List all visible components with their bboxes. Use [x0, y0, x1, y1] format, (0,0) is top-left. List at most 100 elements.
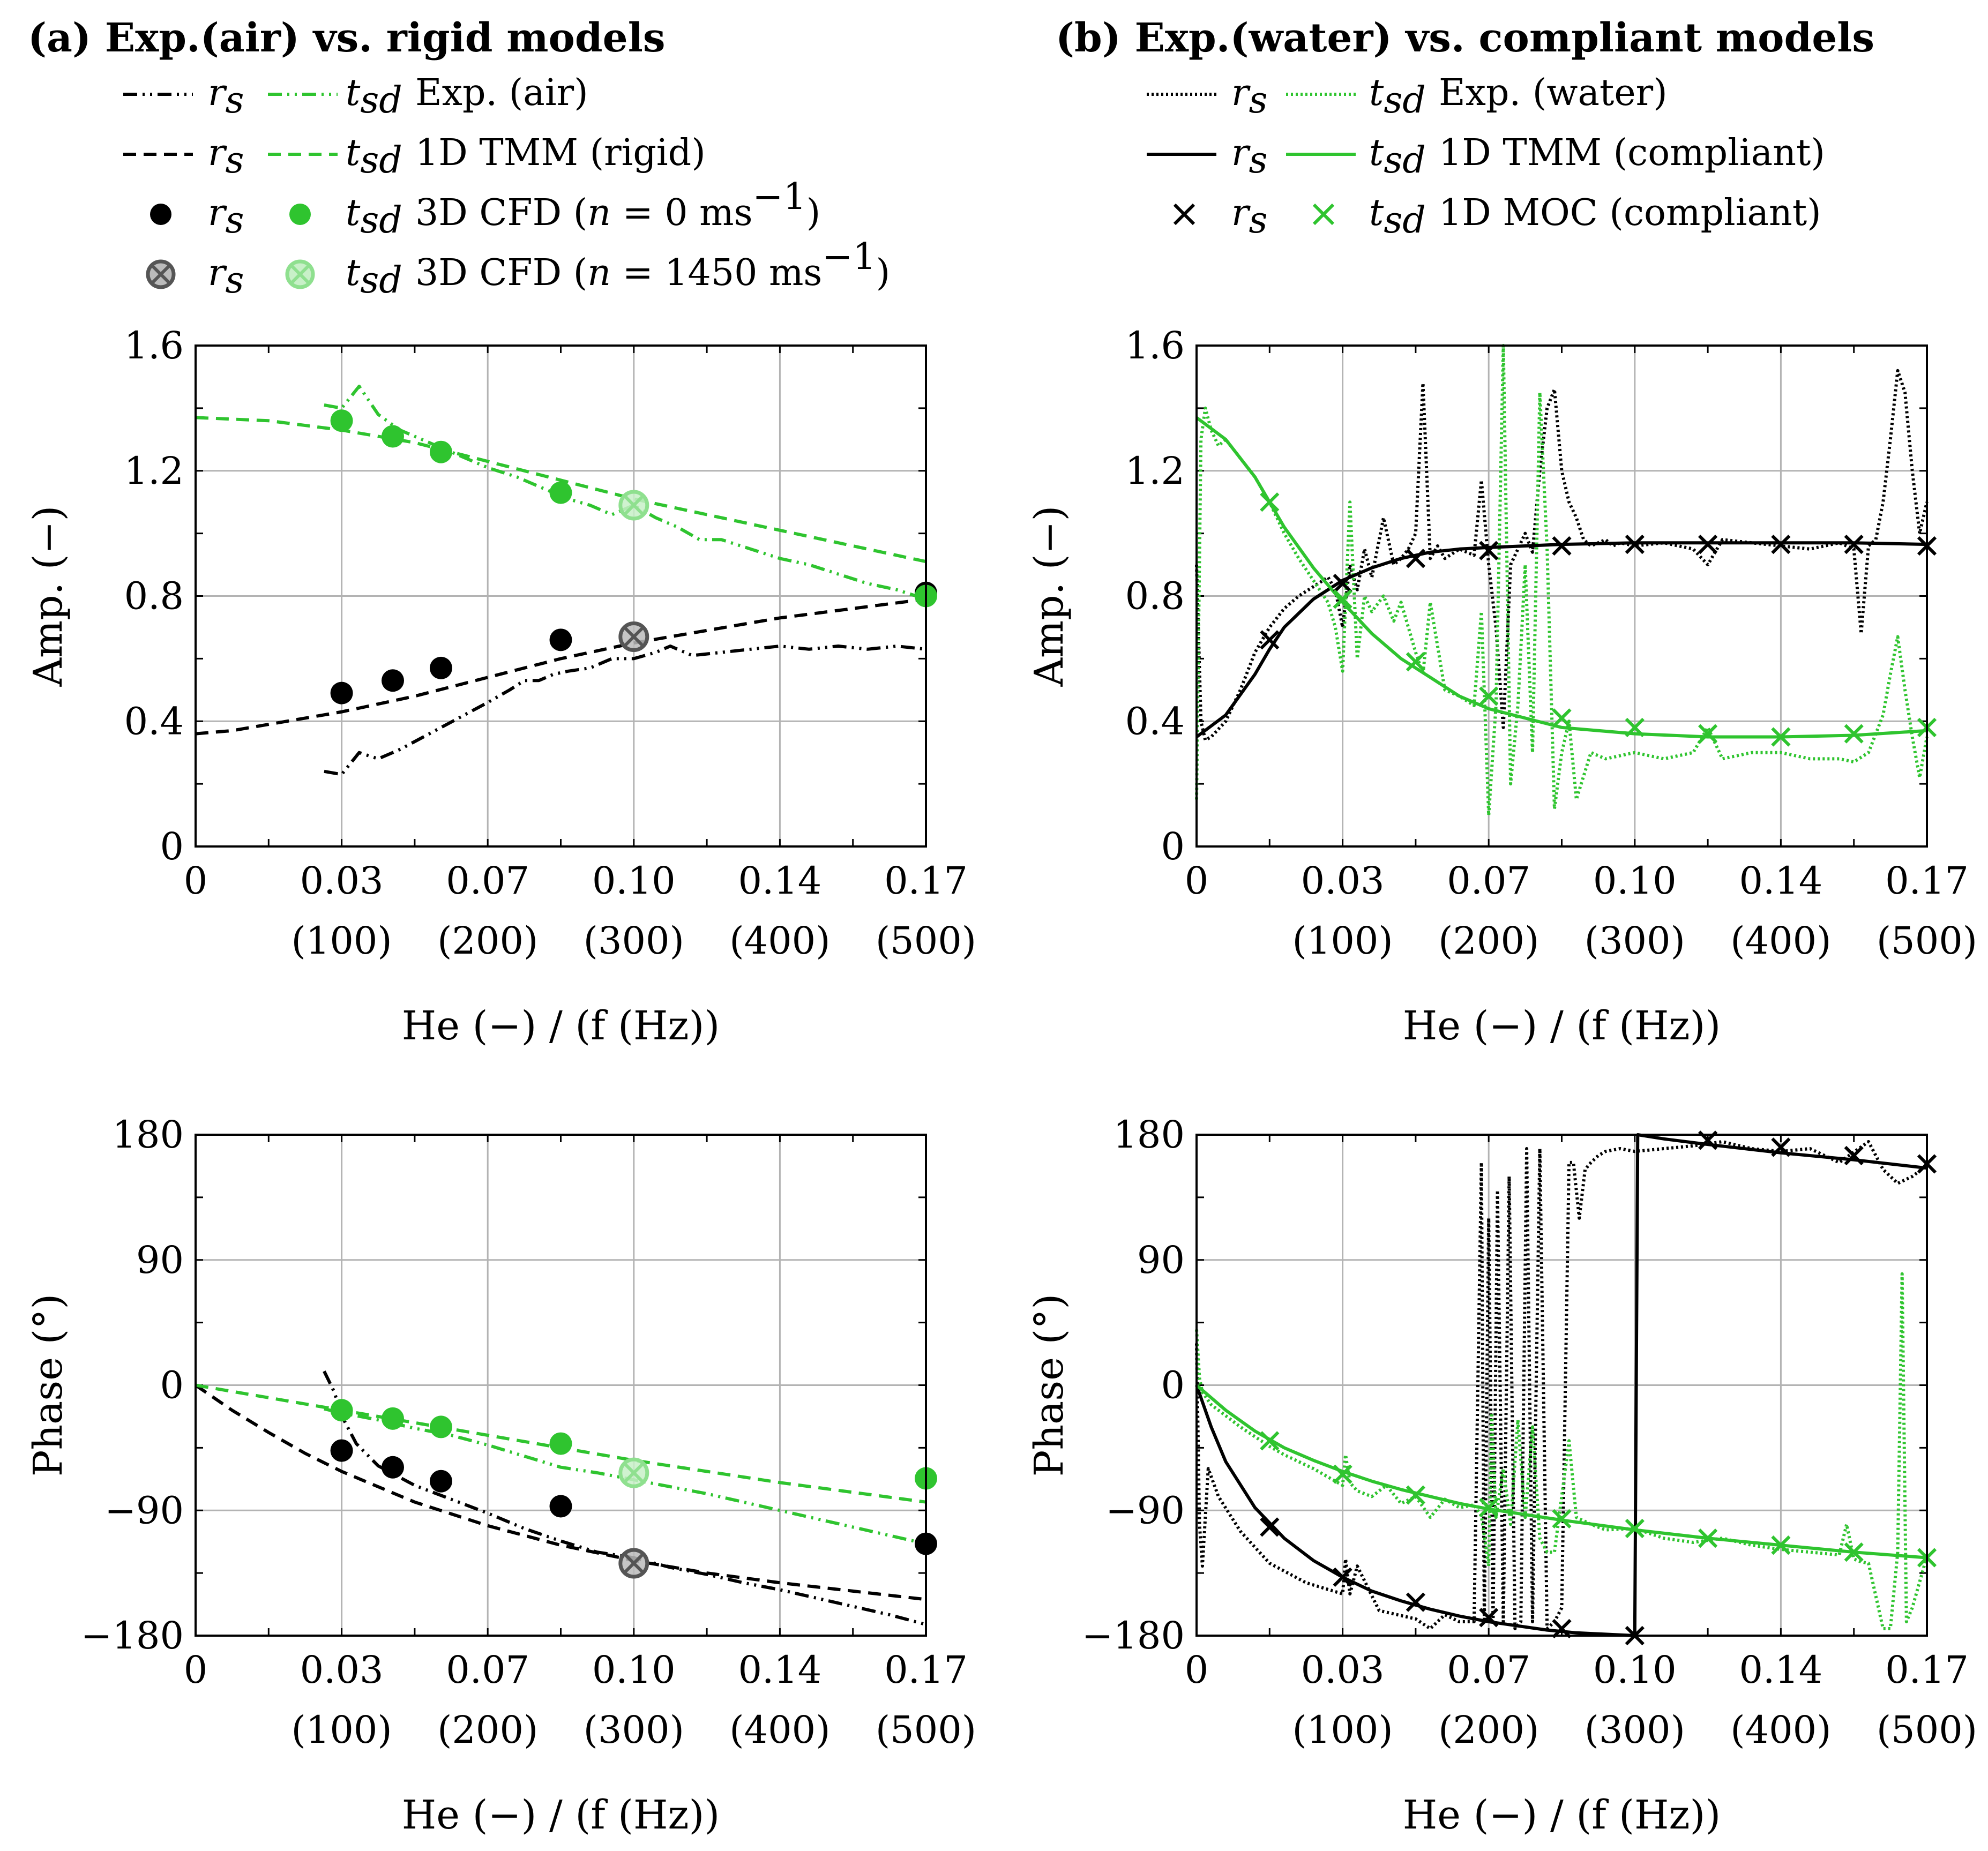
x-tick-label-he: 0.17 [1885, 1648, 1969, 1692]
legend-t-label: tsd [1369, 72, 1426, 122]
x-tick-label-hz: (200) [1438, 1708, 1539, 1752]
x-tick-label-he: 0.14 [738, 859, 821, 903]
series-r-s-1d-moc-compliant-point [1625, 534, 1645, 554]
y-tick-label: 180 [1113, 1113, 1185, 1157]
series-t-sd-3d-cfd-n-0-point [429, 1415, 452, 1438]
series-r-s-1d-tmm-rigid-line [195, 1384, 926, 1601]
series-t-sd-1d-tmm-compliant-line [1195, 416, 1927, 739]
series-t-sd-1d-moc-compliant-point [1406, 652, 1426, 672]
legend-t-label: tsd [1369, 132, 1426, 182]
plot-a-phase: −180 −90 0 90 180 0 0.03 (100) 0.07 (200) 0.10 (300… [25, 1113, 976, 1838]
x-tick-label-he: 0.03 [1301, 859, 1385, 903]
x-tick-label-hz: (100) [1292, 919, 1393, 963]
plot-b-amplitude: 0 0.4 0.8 1.2 1.6 0 0.03 (100) 0.07 (200) 0.10 (300… [1026, 324, 1977, 1049]
x-tick-label-hz: (400) [1730, 1708, 1831, 1752]
legend-b: rs tsd Exp. (water) rs tsd 1D TMM (compl… [1147, 72, 1825, 242]
legend-r-label: rs [208, 132, 244, 182]
plot-frame [195, 1134, 927, 1637]
series-group [1195, 1130, 1937, 1646]
series-r-s-1d-moc-compliant-point [1771, 534, 1791, 554]
legend-a: rs tsd Exp. (air) rs tsd 1D TMM (rigid) … [123, 72, 890, 302]
x-tick-label-he: 0.07 [1447, 1648, 1530, 1692]
legend-label-tmm-rigid: 1D TMM (rigid) [415, 132, 706, 174]
series-r-s-1d-tmm-rigid-line [195, 597, 926, 736]
series-t-sd-3d-cfd-n-0-point [429, 440, 452, 463]
series-r-s-exp-air-line [323, 1370, 926, 1627]
series-t-sd-1d-moc-compliant-point [1552, 1509, 1572, 1528]
x-tick-label-hz: (400) [1730, 919, 1831, 963]
panel-a-title: (a) Exp.(air) vs. rigid models [28, 15, 666, 61]
legend-r-label: rs [1231, 192, 1267, 242]
y-tick-label: −90 [1105, 1488, 1185, 1532]
series-t-sd-1d-moc-compliant-point [1698, 724, 1718, 744]
y-tick-label: 1.6 [124, 324, 184, 368]
x-tick-label-he: 0.10 [592, 1648, 676, 1692]
series-r-s-1d-moc-compliant-point [1333, 1567, 1352, 1587]
x-axis-label: He (−) / (f (Hz)) [1403, 1003, 1721, 1049]
legend-marker-black-dot [150, 204, 171, 225]
legend-marker-lightgreen-otimes [285, 259, 315, 289]
y-tick-label: 90 [1137, 1238, 1185, 1282]
x-tick-label-he: 0.07 [446, 1648, 529, 1692]
plot-frame [195, 344, 927, 848]
series-t-sd-1d-moc-compliant-point [1333, 589, 1352, 609]
series-r-s-3d-cfd-n-0-point [382, 669, 405, 692]
series-r-s-1d-moc-compliant-point [1406, 549, 1426, 568]
y-tick-label: 180 [112, 1113, 184, 1157]
legend-label-cfd-n0: 3D CFD (n = 0 ms−1) [415, 176, 820, 234]
series-r-s-3d-cfd-n-0-point [549, 1495, 572, 1518]
x-axis-label: He (−) / (f (Hz)) [1403, 1792, 1721, 1838]
x-tick-label-he: 0.14 [1739, 859, 1822, 903]
y-tick-label: 0.4 [124, 699, 184, 743]
y-tick-label: 1.6 [1125, 324, 1185, 368]
legend-t-label: tsd [346, 252, 402, 302]
x-tick-label-hz: (200) [437, 919, 538, 963]
plot-frame [1195, 344, 1928, 848]
series-r-s-3d-cfd-n-0-point [429, 1470, 452, 1493]
legend-t-label: tsd [346, 72, 402, 122]
plot-b-phase: −180 −90 0 90 180 0 0.03 (100) 0.07 (200) 0.10 (300… [1026, 1113, 1977, 1838]
series-r-s-3d-cfd-n-0-point [429, 656, 452, 679]
x-axis-label: He (−) / (f (Hz)) [402, 1003, 720, 1049]
series-t-sd-1d-moc-compliant-point [1406, 1485, 1426, 1505]
series-t-sd-3d-cfd-n-0-point [549, 1432, 572, 1455]
grid [196, 1135, 926, 1636]
series-t-sd-exp-water-line [1195, 1272, 1929, 1630]
series-t-sd-1d-tmm-rigid-line [195, 416, 926, 564]
series-t-sd-exp-air-line [324, 385, 926, 601]
series-r-s-1d-moc-compliant-point [1260, 1517, 1280, 1537]
series-group [195, 385, 937, 776]
x-tick-label-hz: (300) [584, 919, 684, 963]
plot-a-amplitude: 0 0.4 0.8 1.2 1.6 0 0.03 (100) 0.07 (200) 0.10 (300… [25, 324, 976, 1049]
legend-r-label: rs [208, 192, 244, 242]
x-tick-label-he: 0.17 [884, 1648, 968, 1692]
x-tick-label-hz: (200) [437, 1708, 538, 1752]
x-tick-label-hz: (500) [876, 1708, 976, 1752]
legend-r-label: rs [1231, 72, 1267, 122]
y-tick-label: 90 [136, 1238, 184, 1282]
series-t-sd-1d-moc-compliant-point [1333, 1464, 1352, 1484]
legend-t-label: tsd [1369, 192, 1426, 242]
y-tick-label: 1.2 [1125, 449, 1185, 493]
series-group [1195, 344, 1937, 817]
x-tick-label-he: 0.10 [1593, 859, 1677, 903]
y-tick-label: 0.8 [1125, 574, 1185, 618]
series-t-sd-exp-water-line [1195, 344, 1929, 817]
y-tick-label: 1.2 [124, 449, 184, 493]
legend-marker-gray-otimes [146, 259, 176, 289]
series-t-sd-1d-tmm-compliant-line [1195, 1384, 1927, 1560]
series-t-sd-3d-cfd-n-0-point [382, 425, 405, 448]
x-tick-label-hz: (500) [1877, 919, 1977, 963]
series-r-s-1d-moc-compliant-point [1406, 1592, 1426, 1612]
series-t-sd-3d-cfd-n-1450-point [618, 1457, 649, 1488]
x-tick-label-hz: (300) [1585, 1708, 1685, 1752]
series-r-s-1d-moc-compliant-point [1479, 1608, 1499, 1628]
legend-t-label: tsd [346, 192, 402, 242]
series-group [195, 1370, 937, 1627]
legend-t-label: tsd [346, 132, 402, 182]
series-r-s-exp-water-line [1195, 1140, 1928, 1630]
series-r-s-1d-moc-compliant-point [1260, 630, 1280, 650]
y-tick-label: 0 [1161, 1363, 1185, 1407]
series-r-s-3d-cfd-n-0-point [330, 681, 353, 705]
